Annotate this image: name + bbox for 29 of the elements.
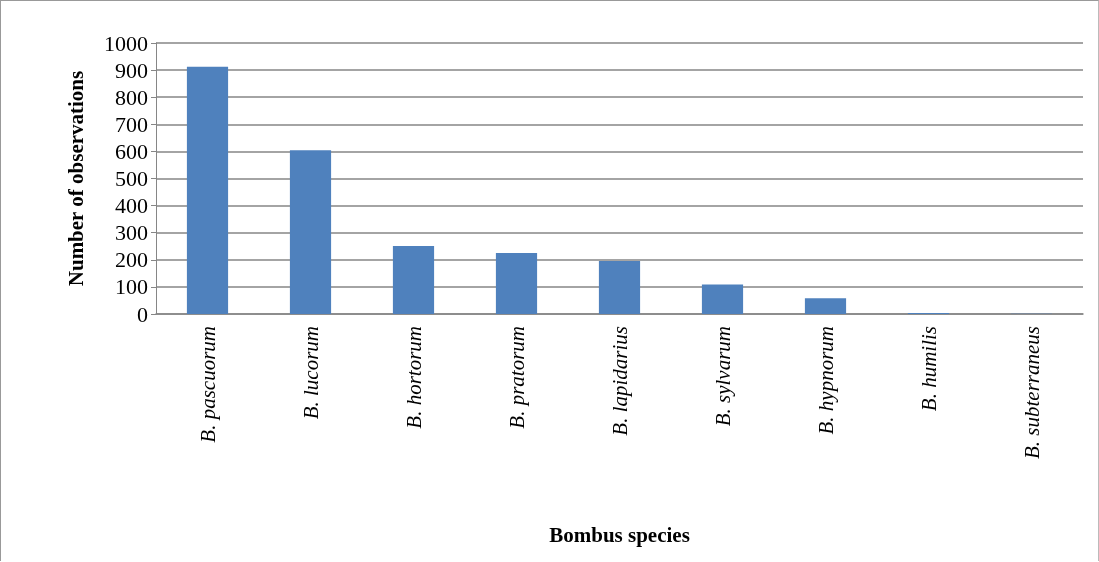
x-tick-label: B. subterraneus [1019,326,1044,459]
bar [392,245,435,314]
y-tick-label: 800 [115,84,148,110]
y-tick-label: 0 [137,301,148,327]
y-tick-label: 400 [115,193,148,219]
bar [598,260,641,314]
bar [186,66,229,314]
y-tick-label: 600 [115,138,148,164]
x-tick-label: B. lucorum [298,326,323,420]
x-axis-title: Bombus species [549,522,690,547]
y-tick-label: 100 [115,274,148,300]
x-tick-label: B. pratorum [504,326,529,429]
x-tick-label: B. hortorum [401,326,426,429]
bar [495,253,538,314]
x-tick-label: B. humilis [916,326,941,412]
x-tick-label: B. sylvarum [710,326,735,427]
y-tick-label: 500 [115,166,148,191]
y-tick-label: 300 [115,220,148,246]
y-tick-label: 700 [115,111,148,137]
bar [804,298,847,314]
bar [289,150,332,314]
y-tick-label: 1000 [104,30,148,56]
x-tick-label: B. hypnorum [813,326,838,435]
y-tick-label: 900 [115,57,148,83]
y-axis-title: Number of observations [63,70,88,287]
x-tick-label: B. pascuorum [195,326,220,443]
x-tick-label: B. lapidarius [607,326,632,436]
y-tick-label: 200 [115,247,148,273]
bar [701,284,744,314]
